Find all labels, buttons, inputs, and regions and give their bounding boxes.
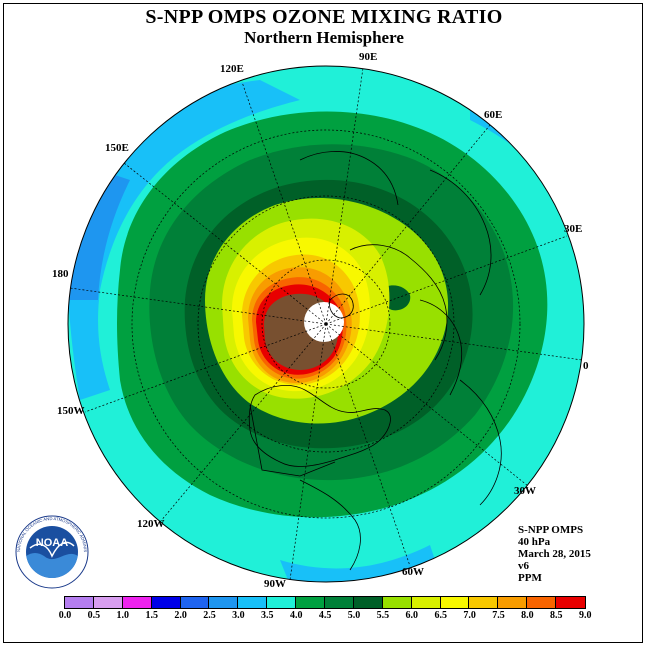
colorbar-tick-label: 6.0 <box>405 610 419 621</box>
colorbar-tick-label: 3.5 <box>261 610 274 621</box>
eurasia-outline <box>349 244 448 361</box>
colorbar-tick-label: 1.0 <box>116 610 130 621</box>
lon-label-60w: 60W <box>402 566 424 578</box>
colorbar-swatch <box>209 597 239 608</box>
colorbar-tick-label: 5.0 <box>347 610 361 621</box>
info-instrument: S-NPP OMPS <box>518 524 584 536</box>
lon-label-30e: 30E <box>564 223 583 235</box>
polar-night-mask <box>304 302 344 342</box>
colorbar-swatch <box>411 597 441 608</box>
map-subtitle: Northern Hemisphere <box>244 28 404 47</box>
colorbar-tick-label: 4.5 <box>318 610 332 621</box>
meridian-180 <box>69 287 327 325</box>
colorbar-swatch <box>440 597 470 608</box>
south-america-outline <box>299 479 361 571</box>
lon-label-150w: 150W <box>57 405 85 417</box>
colorbar-tick-label: 2.5 <box>203 610 216 621</box>
colorbar-tick-label: 0.5 <box>87 610 101 621</box>
colorbar-tick-label: 2.0 <box>174 610 187 621</box>
meridian-60e <box>325 124 491 325</box>
lat-circle-30 <box>197 195 455 453</box>
colorbar-swatch <box>93 597 123 608</box>
meridian-90w <box>289 323 327 581</box>
meridian-90e <box>325 67 364 325</box>
asia-east-outline <box>299 151 399 206</box>
lon-label-0: 0 <box>583 360 589 372</box>
greenland-outline <box>329 293 354 319</box>
colorbar-swatch <box>296 597 326 608</box>
meridian-150w <box>84 323 327 413</box>
usa-border <box>249 404 336 477</box>
colorbar-swatch <box>180 597 210 608</box>
lon-label-150e: 150E <box>105 142 129 154</box>
colorbar-tick-label: 8.5 <box>550 610 563 621</box>
colorbar-swatch <box>325 597 354 608</box>
meridian-150e <box>123 162 327 325</box>
colorbar-swatch <box>469 597 499 608</box>
plot-frame <box>3 3 643 643</box>
colorbar-swatch <box>382 597 412 608</box>
meridian-30e <box>325 235 568 325</box>
africa-outline <box>459 379 502 506</box>
lon-label-30w: 30W <box>514 485 536 497</box>
meridian-120w <box>159 323 327 523</box>
colorbar-tick-label: 5.5 <box>376 610 390 621</box>
colorbar-swatch <box>238 597 268 608</box>
lon-label-120e: 120E <box>220 63 244 75</box>
meridian-120e <box>241 81 327 325</box>
meridian-0 <box>325 323 583 361</box>
colorbar-swatch <box>556 597 586 608</box>
colorbar-tick-label: 7.0 <box>463 610 476 621</box>
colorbar-tick-label: 1.5 <box>145 610 158 621</box>
colorbar-tick-label: 8.0 <box>521 610 534 621</box>
lon-label-90w: 90W <box>264 578 286 590</box>
info-units: PPM <box>518 572 542 584</box>
globe-boundary <box>67 65 585 583</box>
lat-circle-60 <box>261 259 391 389</box>
europe-outline <box>419 299 463 396</box>
ozone-field <box>68 66 584 582</box>
svg-text:NOAA: NOAA <box>36 537 68 549</box>
lon-label-120w: 120W <box>137 518 165 530</box>
lat-circle-0 <box>131 129 521 519</box>
info-level: 40 hPa <box>518 536 551 548</box>
colorbar-swatch <box>527 597 557 608</box>
colorbar-tick-label: 7.5 <box>492 610 505 621</box>
info-date: March 28, 2015 <box>518 548 591 560</box>
colorbar-swatch <box>151 597 181 608</box>
colorbar-tick-label: 0.0 <box>58 610 72 621</box>
colorbar-tick-label: 6.5 <box>434 610 447 621</box>
colorbar-swatch <box>498 597 528 608</box>
info-block: S-NPP OMPS 40 hPa March 28, 2015 v6 PPM <box>518 524 591 584</box>
lon-label-90e: 90E <box>359 51 378 63</box>
lon-label-60e: 60E <box>484 109 503 121</box>
map-title: S-NPP OMPS OZONE MIXING RATIO <box>145 6 503 28</box>
colorbar-swatch <box>267 597 297 608</box>
meridian-30w <box>325 323 529 487</box>
lon-label-180: 180 <box>52 268 69 280</box>
colorbar-swatch <box>353 597 383 608</box>
meridian-60w <box>325 323 411 567</box>
colorbar-tick-label: 9.0 <box>578 610 592 621</box>
colorbar <box>64 596 587 609</box>
graticule <box>69 67 583 581</box>
colorbar-swatch <box>122 597 152 608</box>
ozone-band-2.5-3.0 <box>68 170 130 300</box>
india-outline <box>429 169 492 296</box>
colorbar-tick-label: 4.0 <box>289 610 303 621</box>
info-version: v6 <box>518 560 529 572</box>
colorbar-swatch <box>65 597 94 608</box>
colorbar-tick-label: 3.0 <box>232 610 245 621</box>
